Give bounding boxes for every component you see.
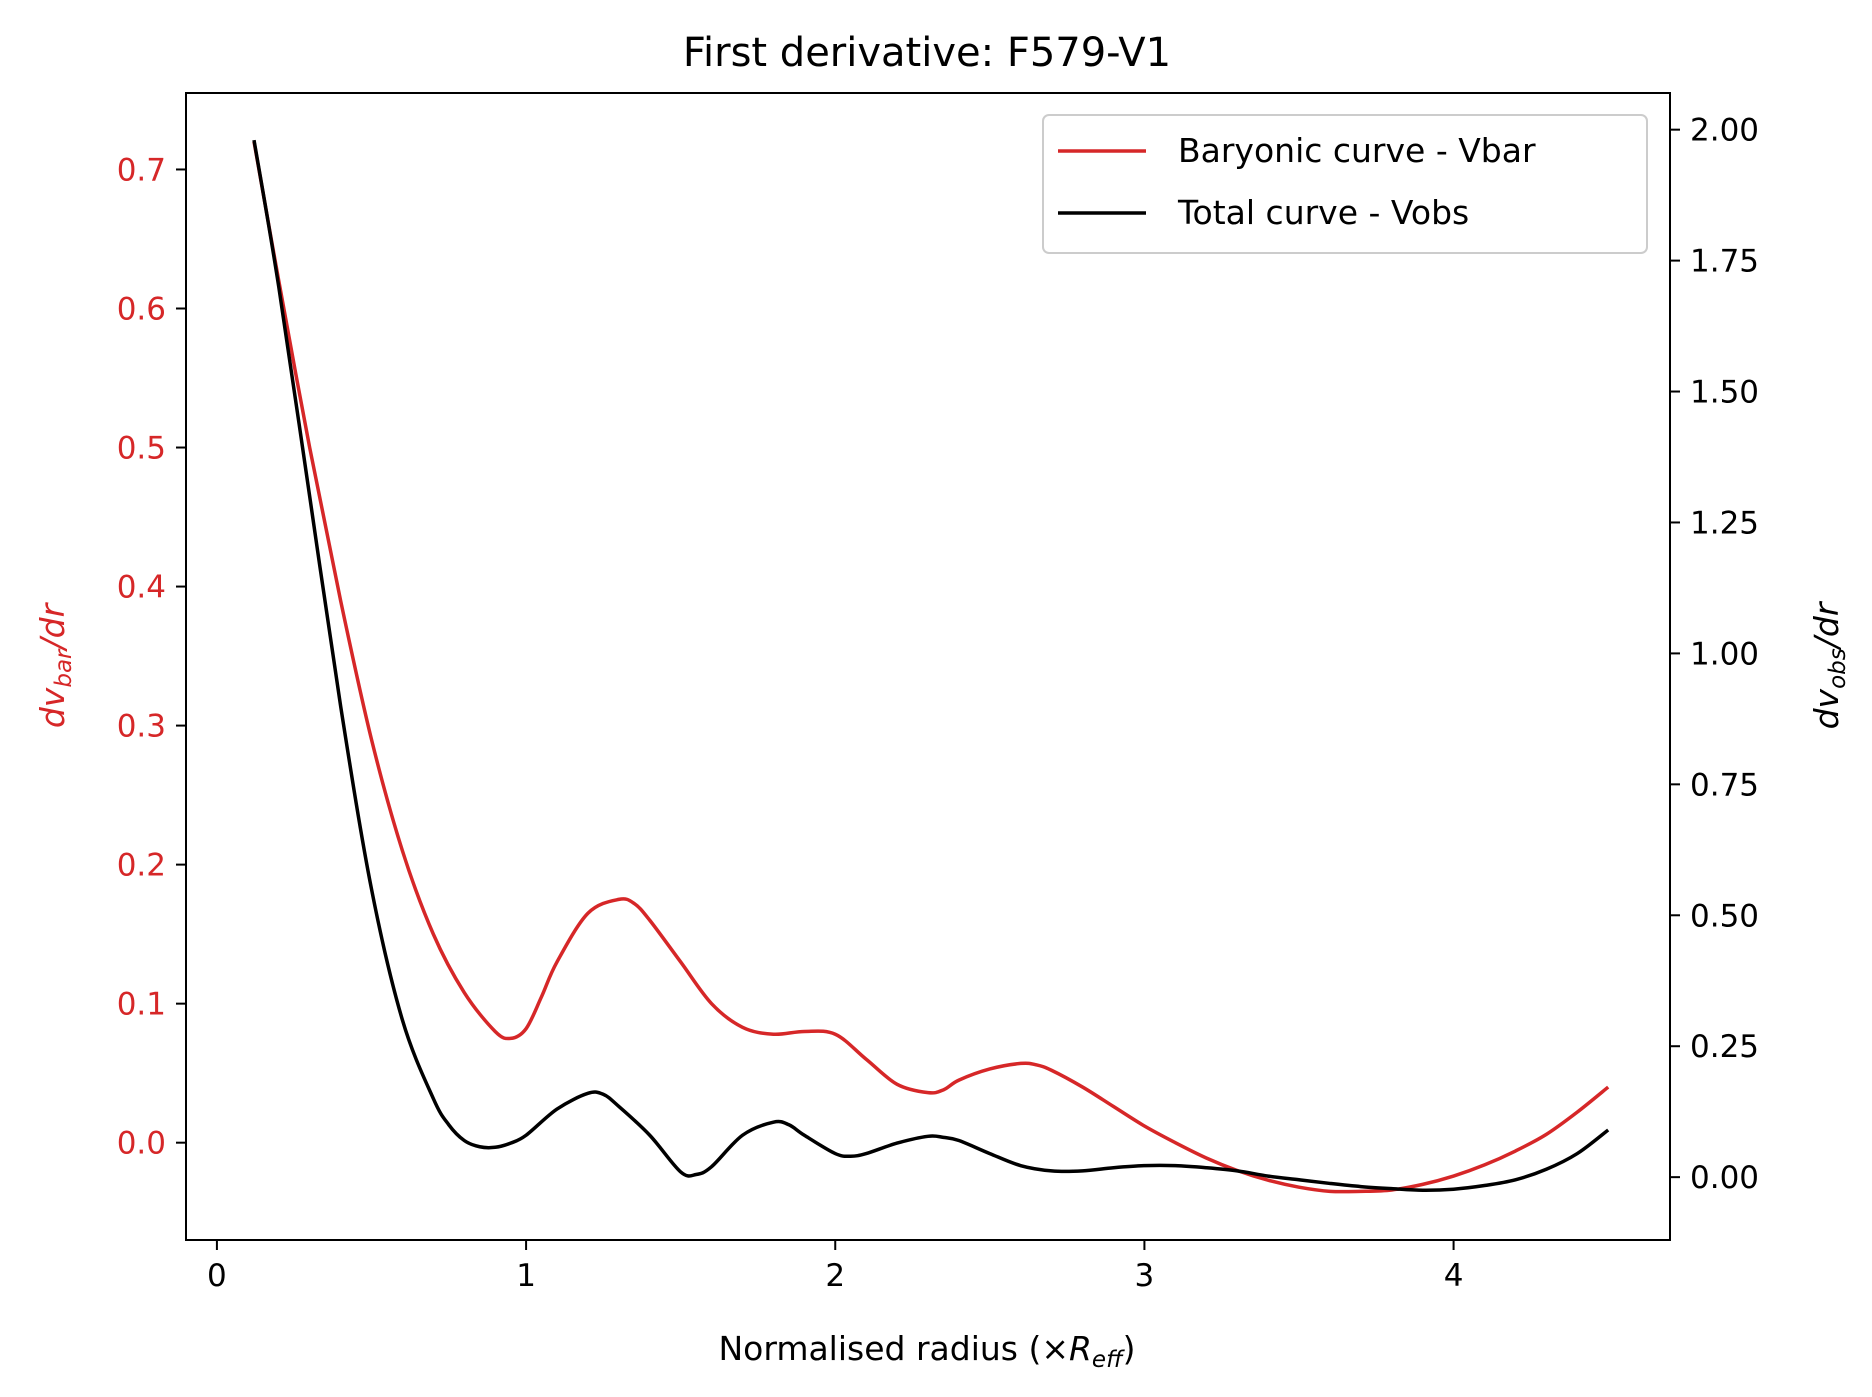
legend-box <box>1042 114 1648 254</box>
left-y-tick-label: 0.1 <box>117 987 166 1023</box>
x-tick-label: 4 <box>1444 1258 1464 1294</box>
left-y-tick-label: 0.3 <box>117 709 166 745</box>
right-y-tick-label: 0.50 <box>1690 898 1759 934</box>
right-y-axis-ticks: 0.00 0.25 0.50 0.75 1.00 1.25 1.50 1.75 2.00 <box>1670 113 1759 1196</box>
x-axis-title-subscript: eff <box>1092 1347 1125 1373</box>
right-y-tick-label: 1.00 <box>1690 636 1759 672</box>
x-tick-label: 3 <box>1135 1258 1155 1294</box>
right-y-tick-label: 1.50 <box>1690 375 1759 411</box>
right-y-tick-label: 0.25 <box>1690 1029 1759 1065</box>
x-axis-title-close: ) <box>1123 1329 1136 1368</box>
left-y-tick-label: 0.7 <box>117 152 166 188</box>
plot-area <box>252 139 1610 1194</box>
x-tick-label: 2 <box>825 1258 845 1294</box>
left-y-tick-label: 0.6 <box>117 291 166 327</box>
x-axis-title: Normalised radius (×Reff) <box>718 1329 1135 1373</box>
left-y-axis-title-subscript: bar <box>51 648 77 688</box>
plot-frame <box>185 92 1671 1241</box>
right-y-tick-label: 0.00 <box>1690 1160 1759 1196</box>
chart-title: First derivative: F579-V1 <box>683 30 1171 76</box>
x-axis-title-main: Normalised radius (× <box>718 1329 1069 1368</box>
left-y-axis-title-d: dv <box>33 687 72 728</box>
right-y-axis-title-tail: /dr <box>1807 600 1846 651</box>
right-y-tick-label: 2.00 <box>1690 113 1759 149</box>
series-line-vobs <box>252 139 1610 1193</box>
legend-label-vbar: Baryonic curve - Vbar <box>1178 131 1536 170</box>
left-y-tick-label: 0.4 <box>117 570 166 606</box>
x-tick-label: 0 <box>207 1258 227 1294</box>
right-y-tick-label: 0.75 <box>1690 767 1759 803</box>
left-y-tick-label: 0.5 <box>117 431 166 467</box>
left-y-axis-title: dvbar/dr <box>33 601 77 728</box>
x-axis-title-symbol: R <box>1069 1329 1092 1368</box>
left-y-axis-ticks: 0.0 0.1 0.2 0.3 0.4 0.5 0.6 0.7 <box>117 152 186 1162</box>
right-y-axis-title: dvobs/dr <box>1807 600 1851 729</box>
legend-label-vobs: Total curve - Vobs <box>1177 193 1469 232</box>
right-y-axis-title-subscript: obs <box>1825 648 1851 689</box>
legend: Baryonic curve - Vbar Total curve - Vobs <box>1042 114 1648 254</box>
left-y-tick-label: 0.2 <box>117 848 166 884</box>
right-y-axis-title-d: dv <box>1807 688 1846 729</box>
x-tick-label: 1 <box>516 1258 536 1294</box>
series-line-vbar <box>252 141 1610 1194</box>
x-axis-ticks: 0 1 2 3 4 <box>207 1240 1463 1294</box>
right-y-tick-label: 1.25 <box>1690 505 1759 541</box>
right-y-tick-label: 1.75 <box>1690 244 1759 280</box>
left-y-axis-title-tail: /dr <box>33 601 72 652</box>
left-y-tick-label: 0.0 <box>117 1126 166 1162</box>
